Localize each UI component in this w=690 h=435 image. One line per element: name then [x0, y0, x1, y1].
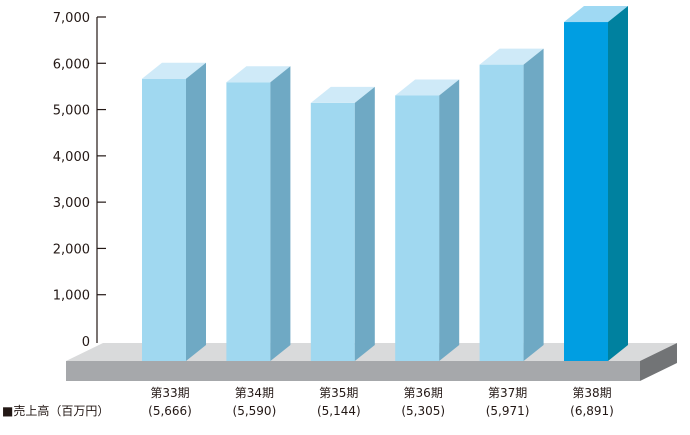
bar-side	[523, 48, 544, 362]
y-tick-label: 4,000	[53, 150, 90, 165]
y-tick-label: 7,000	[53, 11, 90, 26]
bar-top	[226, 66, 291, 83]
y-axis: 0 1,000 2,000 3,000 4,000 5,000 6,000 7,000	[53, 11, 106, 350]
value-label: (5,666)	[148, 404, 192, 418]
bar	[395, 79, 460, 361]
category-label: 第35期	[319, 386, 358, 400]
bar-front	[564, 22, 608, 362]
bars-group	[142, 6, 628, 362]
bar-top	[310, 86, 375, 103]
bar-top	[479, 48, 544, 65]
bar-front	[310, 102, 355, 362]
y-tick-label: 3,000	[53, 196, 90, 211]
bar-top	[564, 6, 628, 23]
bar-front	[142, 78, 186, 361]
floor-front	[66, 361, 640, 381]
bar-side	[186, 62, 206, 361]
value-label: (5,971)	[486, 404, 530, 418]
value-label: (5,590)	[233, 404, 277, 418]
value-label: (6,891)	[570, 404, 614, 418]
category-labels: 第33期 (5,666) 第34期 (5,590) 第35期 (5,144) 第36期 (5,…	[148, 386, 614, 418]
bar-side	[270, 66, 291, 362]
y-tick-label: 6,000	[53, 57, 90, 72]
bar	[226, 66, 291, 362]
bar	[564, 6, 628, 362]
bar	[479, 48, 544, 362]
category-label: 第36期	[404, 386, 443, 400]
legend-sales-label: ■売上高（百万円）	[2, 403, 109, 418]
category-label: 第37期	[488, 386, 527, 400]
category-label: 第34期	[235, 386, 274, 400]
y-tick-label: 1,000	[53, 289, 90, 304]
bar-side	[608, 6, 628, 362]
bar-top	[142, 62, 206, 79]
y-tick-label: 2,000	[53, 242, 90, 257]
bar-front	[479, 64, 524, 362]
bar-top	[395, 79, 460, 96]
bar	[310, 86, 375, 362]
bar-front	[226, 82, 271, 362]
category-label: 第38期	[572, 386, 611, 400]
bar-side	[439, 79, 460, 361]
bar-side	[354, 86, 375, 362]
value-label: (5,144)	[317, 404, 361, 418]
y-tick-label: 0	[82, 335, 90, 350]
value-label: (5,305)	[401, 404, 445, 418]
y-tick-label: 5,000	[53, 104, 90, 119]
bar-front	[395, 95, 440, 361]
floor-side	[640, 343, 677, 381]
category-label: 第33期	[150, 386, 189, 400]
bar	[142, 62, 206, 361]
